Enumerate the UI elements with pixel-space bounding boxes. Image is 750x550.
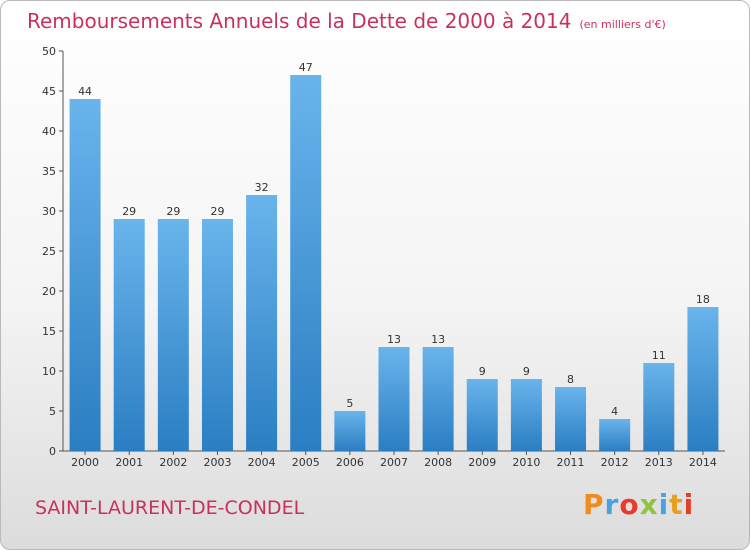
data-label-2001: 29 (122, 205, 136, 218)
x-tick-label-2007: 2007 (380, 456, 408, 469)
brand-letter: i (658, 488, 670, 521)
x-tick-label-2004: 2004 (248, 456, 276, 469)
chart-title: Remboursements Annuels de la Dette de 20… (27, 9, 666, 33)
data-label-2003: 29 (210, 205, 224, 218)
bar-2012 (599, 419, 631, 451)
y-tick-label: 25 (42, 245, 56, 258)
brand-letter: i (683, 488, 695, 521)
x-tick-label-2005: 2005 (292, 456, 320, 469)
bar-2014 (687, 307, 719, 451)
bar-2009 (466, 379, 498, 451)
bar-2004 (246, 195, 278, 451)
bar-2011 (555, 387, 587, 451)
brand-letter: t (669, 488, 684, 521)
x-tick-label-2012: 2012 (601, 456, 629, 469)
x-tick-label-2000: 2000 (71, 456, 99, 469)
bar-2005 (290, 75, 322, 451)
bar-2002 (157, 219, 189, 451)
brand-letter: o (619, 488, 640, 521)
bar-2000 (69, 99, 101, 451)
data-label-2013: 11 (652, 349, 666, 362)
brand-logo: Proxiti (583, 488, 694, 521)
x-tick-label-2014: 2014 (689, 456, 717, 469)
x-tick-label-2011: 2011 (557, 456, 585, 469)
data-label-2005: 47 (299, 61, 313, 74)
y-tick-label: 35 (42, 165, 56, 178)
x-tick-label-2013: 2013 (645, 456, 673, 469)
x-tick-label-2001: 2001 (115, 456, 143, 469)
x-tick-label-2006: 2006 (336, 456, 364, 469)
y-tick-label: 0 (49, 445, 56, 458)
y-tick-label: 20 (42, 285, 56, 298)
bar-2010 (510, 379, 542, 451)
bar-2007 (378, 347, 410, 451)
brand-letter: r (604, 488, 620, 521)
data-label-2014: 18 (696, 293, 710, 306)
bar-2003 (201, 219, 233, 451)
y-tick-label: 15 (42, 325, 56, 338)
x-tick-label-2002: 2002 (159, 456, 187, 469)
data-label-2002: 29 (166, 205, 180, 218)
x-tick-label-2010: 2010 (512, 456, 540, 469)
bar-2008 (422, 347, 454, 451)
y-tick-label: 5 (49, 405, 56, 418)
title-text: Remboursements Annuels de la Dette de 20… (27, 9, 572, 33)
brand-letter: x (639, 488, 659, 521)
x-tick-label-2003: 2003 (203, 456, 231, 469)
brand-letter: P (583, 488, 605, 521)
unit-label: (en milliers d'€) (579, 18, 666, 31)
data-label-2011: 8 (567, 373, 574, 386)
y-tick-label: 10 (42, 365, 56, 378)
y-tick-label: 30 (42, 205, 56, 218)
data-label-2000: 44 (78, 85, 92, 98)
data-labels: 44 29 29 29 32 47 5 13 13 9 9 8 4 11 18 (78, 61, 710, 418)
x-tick-label-2009: 2009 (468, 456, 496, 469)
data-label-2008: 13 (431, 333, 445, 346)
bar-2001 (113, 219, 145, 451)
commune-name: SAINT-LAURENT-DE-CONDEL (35, 497, 305, 519)
y-tick-label: 40 (42, 125, 56, 138)
bar-2013 (643, 363, 675, 451)
bars (69, 75, 719, 451)
data-label-2009: 9 (479, 365, 486, 378)
x-tick-label-2008: 2008 (424, 456, 452, 469)
y-tick-label: 50 (42, 45, 56, 58)
bar-2006 (334, 411, 366, 451)
data-label-2006: 5 (346, 397, 353, 410)
data-label-2007: 13 (387, 333, 401, 346)
y-tick-label: 45 (42, 85, 56, 98)
data-label-2012: 4 (611, 405, 618, 418)
data-label-2010: 9 (523, 365, 530, 378)
data-label-2004: 32 (255, 181, 269, 194)
